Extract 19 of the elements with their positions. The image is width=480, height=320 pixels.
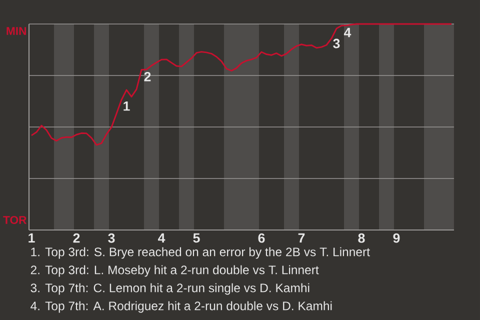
x-tick-label: 8: [358, 233, 365, 243]
x-tick-label: 7: [298, 233, 305, 243]
text: 1. Top 3rd: S. Brye reached on an error by the 2B vs T. Linnert: [31, 247, 370, 259]
annotation: 1: [124, 102, 130, 111]
text: 2. Top 3rd: L. Moseby hit a 2-run double vs T. Linnert: [30, 265, 319, 277]
x-tick-label: 1: [28, 233, 35, 243]
text: 4. Top 7th: A. Rodriguez hit a 2-run double vs D. Kamhi: [30, 301, 332, 313]
x-tick-label: 9: [393, 233, 400, 243]
annotation: 2: [144, 72, 151, 82]
annotation: 3: [333, 38, 340, 48]
text: MIN: [6, 27, 26, 35]
x-tick-label: 5: [193, 233, 200, 243]
x-tick-label: 3: [108, 233, 115, 243]
text: TOR: [3, 216, 27, 224]
x-tick-label: 6: [258, 233, 265, 243]
x-tick-label: 4: [158, 233, 166, 243]
annotation: 4: [344, 28, 352, 38]
x-tick-label: 2: [73, 233, 80, 243]
text: 3. Top 7th: C. Lemon hit a 2-run single vs D. Kamhi: [30, 283, 310, 295]
